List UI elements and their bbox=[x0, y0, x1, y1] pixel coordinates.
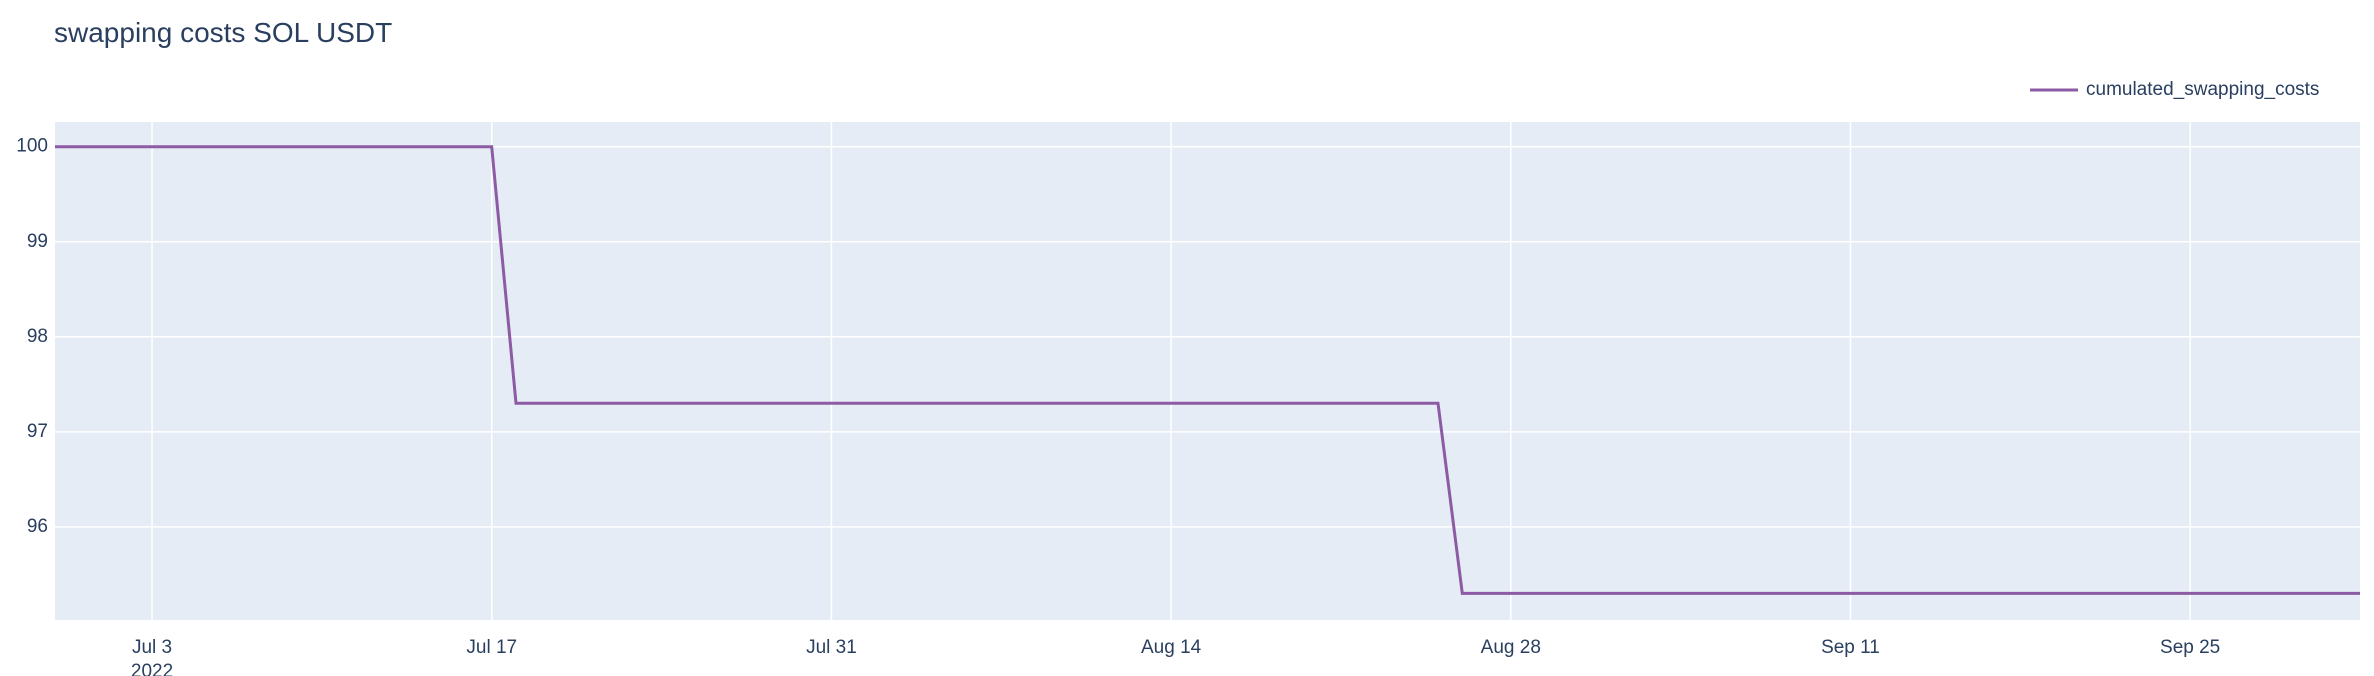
y-tick-label: 100 bbox=[16, 136, 48, 157]
y-tick-label: 97 bbox=[27, 421, 48, 442]
x-tick-label: Sep 11 bbox=[1821, 637, 1880, 658]
x-tick-label: Jul 31 bbox=[806, 637, 857, 658]
x-tick-label: Jul 17 bbox=[466, 637, 517, 658]
plot-area bbox=[55, 122, 2360, 620]
legend[interactable]: cumulated_swapping_costs bbox=[2030, 79, 2319, 100]
y-tick-label: 98 bbox=[27, 326, 48, 347]
legend-label[interactable]: cumulated_swapping_costs bbox=[2086, 79, 2319, 100]
y-axis-ticks: 96 97 98 99 100 bbox=[16, 136, 48, 537]
series-line[interactable] bbox=[55, 145, 2360, 595]
x-tick-label: Sep 25 bbox=[2160, 637, 2220, 658]
x-axis-ticks: Jul 3 2022 Jul 17 Jul 31 Aug 14 Aug 28 Sep 11 S… bbox=[131, 637, 2220, 676]
x-tick-label: Aug 14 bbox=[1141, 637, 1202, 658]
x-tick-label: Aug 28 bbox=[1481, 637, 1541, 658]
chart-title: swapping costs SOL USDT bbox=[54, 17, 392, 48]
x-tick-sublabel: 2022 bbox=[131, 661, 173, 676]
y-tick-label: 96 bbox=[27, 516, 48, 537]
y-tick-label: 99 bbox=[27, 231, 48, 252]
series-layer bbox=[55, 145, 2360, 595]
x-tick-label: Jul 3 bbox=[132, 637, 172, 658]
